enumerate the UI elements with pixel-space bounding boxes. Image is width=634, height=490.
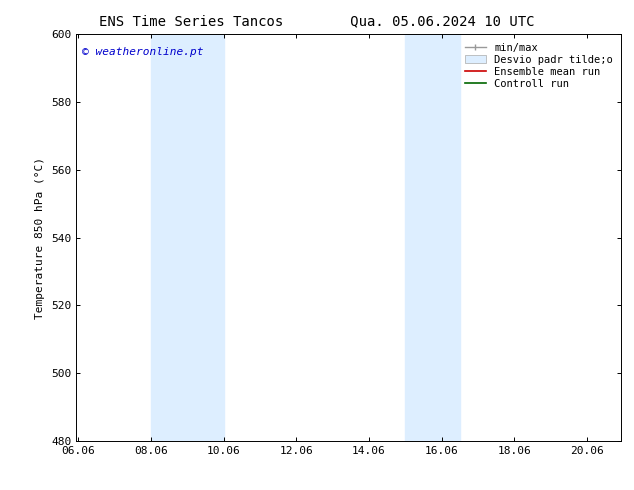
Text: © weatheronline.pt: © weatheronline.pt — [82, 47, 203, 56]
Legend: min/max, Desvio padr tilde;o, Ensemble mean run, Controll run: min/max, Desvio padr tilde;o, Ensemble m… — [462, 40, 616, 92]
Y-axis label: Temperature 850 hPa (°C): Temperature 850 hPa (°C) — [36, 157, 46, 318]
Bar — [151, 34, 224, 441]
Text: ENS Time Series Tancos        Qua. 05.06.2024 10 UTC: ENS Time Series Tancos Qua. 05.06.2024 1… — [100, 15, 534, 29]
Bar — [405, 34, 460, 441]
